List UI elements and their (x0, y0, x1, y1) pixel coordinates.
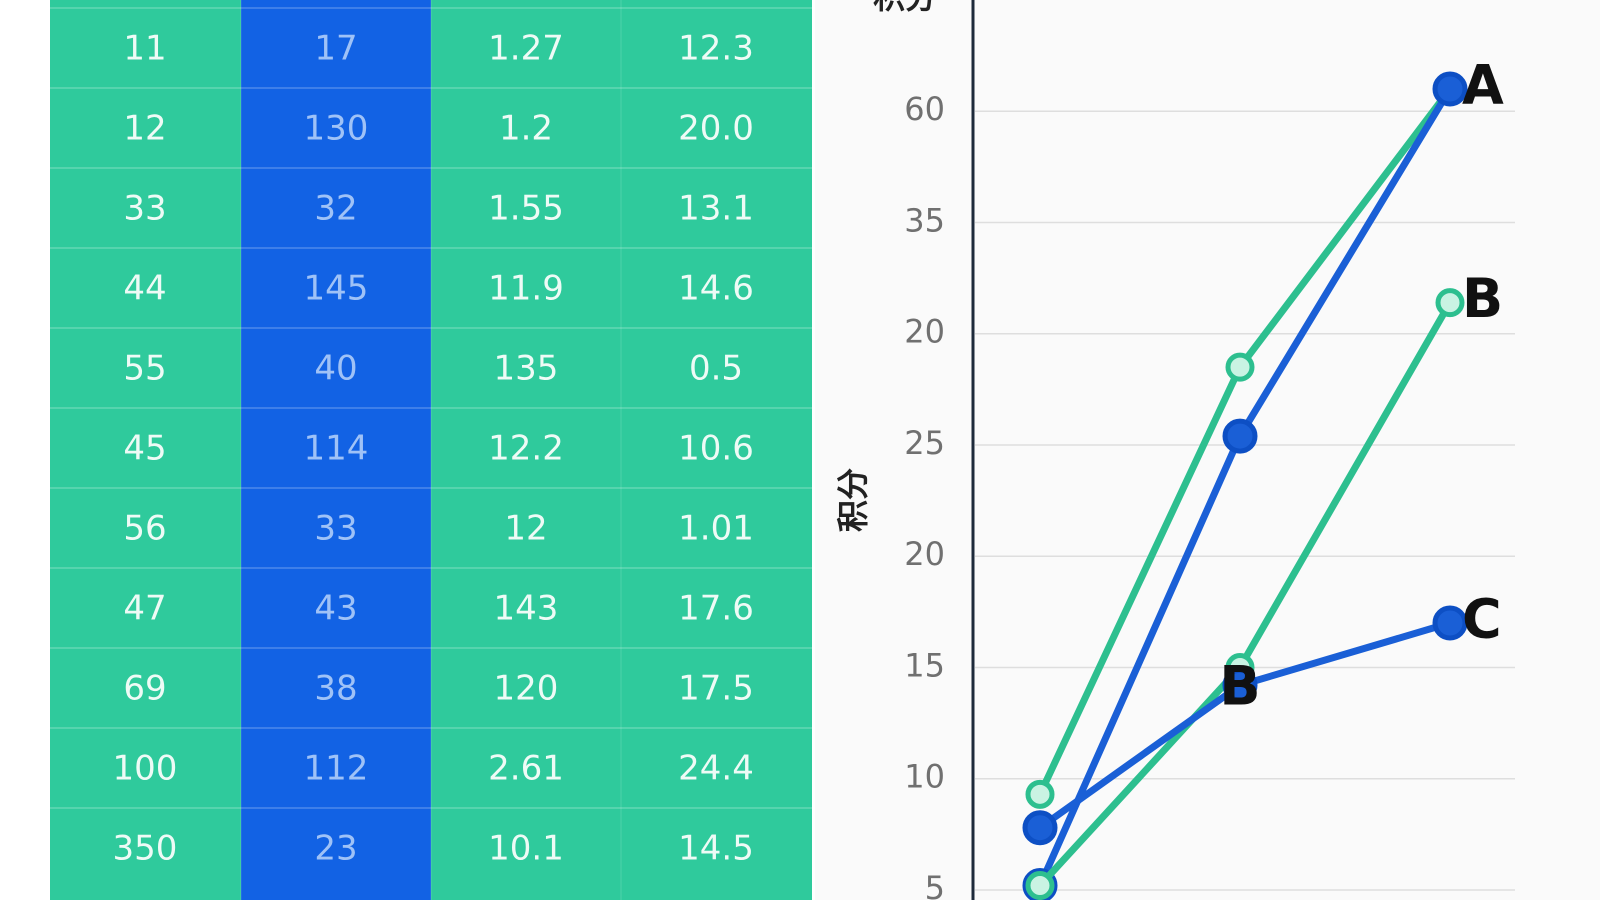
table-cell: 13.1 (678, 189, 754, 229)
chart-title: 积分 (873, 0, 937, 16)
y-tick-label: 35 (904, 201, 945, 239)
y-tick-label: 5 (925, 869, 945, 900)
series-label: B (1462, 267, 1503, 330)
table-highlight-col (241, 0, 431, 900)
table-cell: 135 (494, 349, 559, 389)
table-cell: 17 (314, 29, 357, 69)
y-tick-label: 25 (904, 424, 945, 462)
table-cell: 11.9 (488, 269, 564, 309)
y-axis-label: 积分 (834, 468, 872, 532)
table-cell: 17.5 (678, 669, 754, 709)
y-tick-label: 10 (904, 758, 945, 796)
point (1222, 667, 1258, 703)
table-cell: 69 (123, 669, 166, 709)
table-cell: 1.55 (488, 189, 564, 229)
table-cell: 120 (494, 669, 559, 709)
y-tick-label: 20 (904, 313, 945, 351)
table-cell: 112 (304, 749, 369, 789)
table-cell: 10.6 (678, 429, 754, 469)
table-cell: 24.4 (678, 749, 754, 789)
table-cell: 55 (123, 349, 166, 389)
table-cell: 145 (304, 269, 369, 309)
table-cell: 33 (314, 509, 357, 549)
table-cell: 130 (304, 109, 369, 149)
table-cell: 56 (123, 509, 166, 549)
point (1025, 779, 1055, 809)
table-cell: 23 (314, 829, 357, 869)
table-cell: 12 (123, 109, 166, 149)
table-cell: 38 (314, 669, 357, 709)
table-cell: 12.3 (678, 29, 754, 69)
table-cell: 40 (314, 349, 357, 389)
table-cell: 20.0 (678, 109, 754, 149)
point (1432, 605, 1468, 641)
table-cell: 100 (113, 749, 178, 789)
table-cell: 143 (494, 589, 559, 629)
point (1022, 810, 1058, 846)
y-tick-label: 60 (904, 90, 945, 128)
table-cell: 1.01 (678, 509, 754, 549)
chart-bg (815, 0, 1600, 900)
annotation: B (1219, 655, 1260, 718)
table-cell: 14.6 (678, 269, 754, 309)
table-cell: 44 (123, 269, 166, 309)
point (1435, 288, 1465, 318)
point (1432, 71, 1468, 107)
table-cell: 33 (123, 189, 166, 229)
table-cell: 10.1 (488, 829, 564, 869)
table-cell: 0.5 (689, 349, 743, 389)
table-cell: 45 (123, 429, 166, 469)
table-cell: 12 (504, 509, 547, 549)
point (1225, 352, 1255, 382)
table-cell: 1.27 (488, 29, 564, 69)
table-cell: 114 (304, 429, 369, 469)
table-cell: 350 (113, 829, 178, 869)
point (1025, 871, 1055, 900)
y-tick-label: 15 (904, 646, 945, 684)
series-label: C (1462, 588, 1502, 651)
point (1222, 418, 1258, 454)
table-cell: 14.5 (678, 829, 754, 869)
table-cell: 1.2 (499, 109, 553, 149)
table-cell: 47 (123, 589, 166, 629)
table-cell: 11 (123, 29, 166, 69)
table-cell: 12.2 (488, 429, 564, 469)
table-cell: 43 (314, 589, 357, 629)
y-tick-label: 20 (904, 535, 945, 573)
table-cell: 32 (314, 189, 357, 229)
table-cell: 17.6 (678, 589, 754, 629)
series-label: A (1462, 54, 1504, 117)
table-cell: 2.61 (488, 749, 564, 789)
